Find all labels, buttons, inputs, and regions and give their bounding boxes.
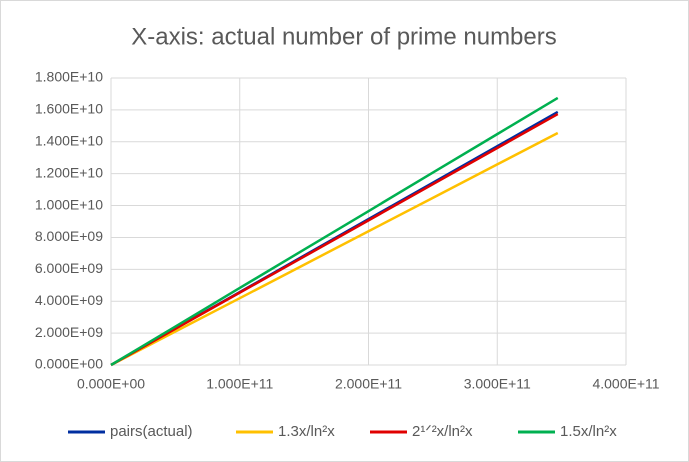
x-tick-label: 4.000E+11: [592, 376, 659, 392]
y-tick-label: 0.000E+00: [35, 356, 103, 372]
y-tick-label: 1.800E+10: [35, 69, 103, 85]
legend-label: 2¹ᐟ²x/ln²x: [412, 423, 473, 440]
series-line: [110, 112, 559, 367]
x-tick-label: 1.000E+11: [206, 376, 273, 392]
chart-title: X-axis: actual number of prime numbers: [131, 23, 557, 50]
legend-label: pairs(actual): [110, 423, 193, 440]
y-tick-label: 1.200E+10: [35, 164, 103, 180]
y-tick-label: 1.400E+10: [35, 132, 103, 148]
x-tick-label: 3.000E+11: [464, 376, 531, 392]
series-line: [110, 96, 559, 367]
x-tick-label: 0.000E+00: [77, 376, 145, 392]
legend-label: 1.3x/ln²x: [278, 423, 335, 440]
y-tick-label: 8.000E+09: [35, 228, 103, 244]
x-tick-label: 2.000E+11: [335, 376, 402, 392]
y-tick-label: 1.600E+10: [35, 101, 103, 117]
y-tick-label: 1.000E+10: [35, 196, 103, 212]
legend-label: 1.5x/ln²x: [560, 423, 617, 440]
y-tick-label: 4.000E+09: [35, 292, 103, 308]
y-tick-label: 2.000E+09: [35, 324, 103, 340]
series-line: [110, 131, 559, 367]
y-tick-label: 6.000E+09: [35, 260, 103, 276]
